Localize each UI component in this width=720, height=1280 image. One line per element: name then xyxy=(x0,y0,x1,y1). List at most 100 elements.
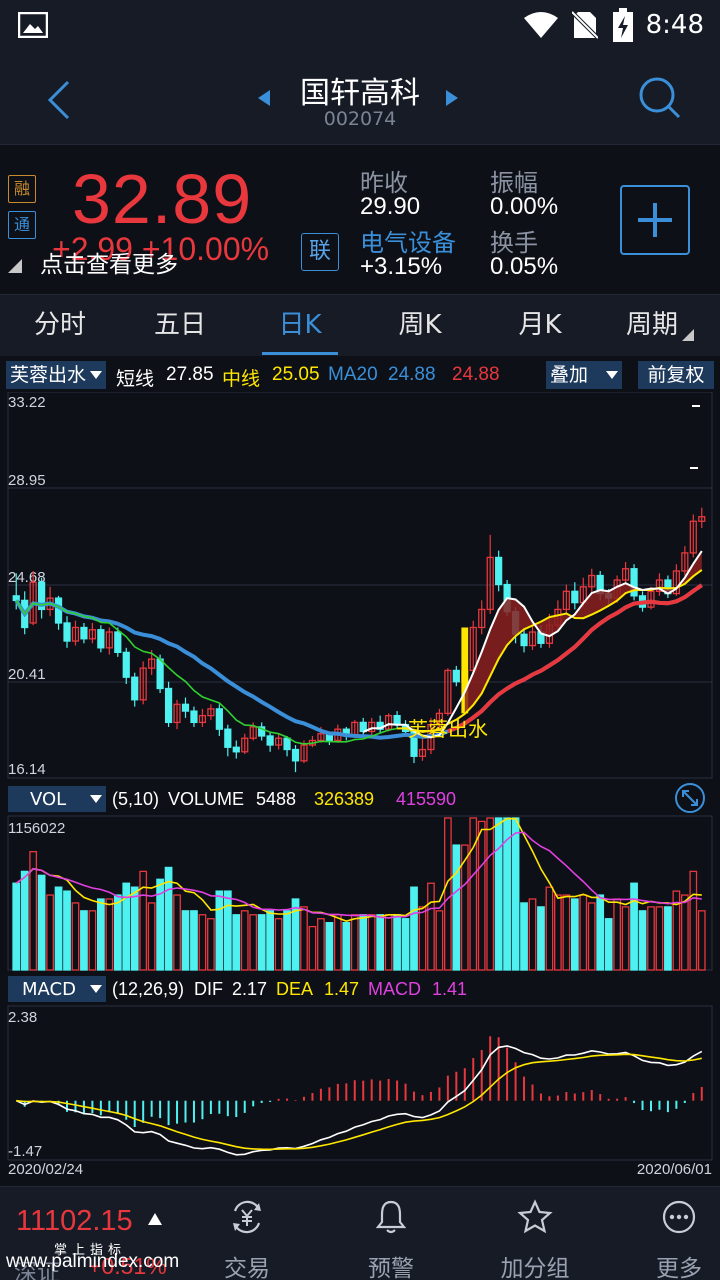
next-stock-icon[interactable] xyxy=(444,88,460,108)
indicator-dropdown[interactable]: 芙蓉出水 xyxy=(6,361,106,389)
stock-code: 002074 xyxy=(323,108,397,130)
volume-bar xyxy=(88,910,97,971)
view-more-link[interactable]: 点击查看更多 xyxy=(40,252,178,278)
more-dots-icon xyxy=(662,1200,696,1234)
tab-period[interactable]: 周期 xyxy=(625,310,678,340)
volume-bar xyxy=(630,882,638,971)
volume-bar xyxy=(130,886,139,971)
dif-line xyxy=(15,1045,703,1156)
macd-dropdown[interactable] xyxy=(8,976,106,1002)
nav-trade[interactable]: 交易 xyxy=(202,1187,292,1280)
volume-bar xyxy=(325,922,334,971)
prev-close-value: 29.90 xyxy=(360,193,421,220)
overlay-dropdown[interactable]: 叠加 xyxy=(546,361,622,389)
candle-body xyxy=(258,726,266,737)
volume-dropdown[interactable] xyxy=(8,786,106,812)
ma20-label: MA20 xyxy=(328,364,378,385)
candle-body xyxy=(139,667,147,701)
candle-body xyxy=(300,744,308,762)
candle-body xyxy=(478,608,486,629)
volume-bar xyxy=(54,886,63,971)
macd-header: MACD (12,26,9) DIF 2.17 DEA 1.47 MACD 1.… xyxy=(8,976,467,1002)
back-arrow-icon[interactable] xyxy=(44,78,74,122)
market-index-widget[interactable]: 11102.15 掌上指标 深证 +0.51% www.palmindex.co… xyxy=(0,1187,190,1280)
add-to-watchlist-button[interactable] xyxy=(620,185,690,255)
candle-body xyxy=(198,714,207,724)
volume-bar xyxy=(164,866,173,971)
macd-max: 2.38 xyxy=(8,1009,37,1026)
volume-bar xyxy=(37,874,46,971)
volume-bar xyxy=(232,914,241,971)
volume-bar xyxy=(96,898,105,971)
volume-bar xyxy=(376,914,385,971)
trade-yuan-icon xyxy=(233,1200,261,1234)
volume-bar xyxy=(672,890,681,971)
candle-body xyxy=(224,728,232,748)
tab-weekly-k[interactable]: 周K xyxy=(398,310,442,340)
candle-body xyxy=(88,629,97,640)
y-tick-1: 28.95 xyxy=(8,472,46,489)
expand-chart-icon[interactable] xyxy=(675,783,705,813)
volume-bar xyxy=(511,817,520,971)
dea-label: DEA xyxy=(276,979,313,999)
volume-bar xyxy=(384,914,393,971)
volume-bar xyxy=(283,910,291,971)
volume-dropdown-label: VOL xyxy=(30,789,66,810)
volume-bar xyxy=(257,914,266,971)
candle-body xyxy=(689,520,697,554)
amplitude-label: 振幅 xyxy=(490,169,538,197)
candle-body xyxy=(114,631,122,653)
mid-line-label: 中线 xyxy=(222,369,261,390)
nav-alert-label: 预警 xyxy=(368,1256,414,1280)
volume-bar xyxy=(664,906,672,971)
candle-body xyxy=(215,708,223,730)
prev-stock-icon[interactable] xyxy=(256,88,272,108)
candle-body xyxy=(588,574,596,588)
candle-body xyxy=(38,581,46,611)
candle-body xyxy=(486,556,494,611)
candle-body xyxy=(655,579,664,592)
nav-add-group[interactable]: 加分组 xyxy=(490,1187,580,1280)
volume-bar xyxy=(554,894,562,971)
tab-five-day[interactable]: 五日 xyxy=(153,310,206,340)
volume-bar xyxy=(80,910,88,971)
volume-bar xyxy=(494,817,503,971)
volume-bar xyxy=(29,851,38,971)
adjust-button[interactable]: 前复权 xyxy=(638,361,714,389)
tab-intraday[interactable]: 分时 xyxy=(33,310,86,340)
volume-header: VOL (5,10) VOLUME 5488 326389 415590 xyxy=(8,783,705,813)
candle-body xyxy=(122,651,130,678)
nav-alert[interactable]: 预警 xyxy=(346,1187,436,1280)
chevron-down-icon xyxy=(90,371,102,379)
volume-bar xyxy=(359,914,368,971)
volume-bar xyxy=(350,914,359,971)
volume-bar xyxy=(562,894,571,971)
tab-daily-k[interactable]: 日K xyxy=(278,310,322,340)
volume-bar xyxy=(139,870,148,971)
margin-trading-badge: 融 xyxy=(8,175,36,203)
candle-body xyxy=(190,710,198,724)
dif-value: 2.17 xyxy=(232,979,267,999)
volume-bar xyxy=(63,890,71,971)
bell-icon xyxy=(375,1200,407,1234)
nav-more[interactable]: 更多 xyxy=(634,1187,720,1280)
search-icon[interactable] xyxy=(636,74,682,120)
candle-body xyxy=(241,737,249,753)
volume-bar xyxy=(579,894,588,971)
tab-monthly-k[interactable]: 月K xyxy=(518,310,562,340)
candle-body xyxy=(156,658,164,690)
candle-body xyxy=(283,737,291,751)
volume-ma5: 326389 xyxy=(314,789,374,809)
period-tabs: 分时 五日 日K 周K 月K 周期 xyxy=(0,294,720,356)
linked-stock-button[interactable]: 联 xyxy=(301,233,339,271)
sector-link[interactable]: 电气设备 xyxy=(360,229,456,257)
dea-line xyxy=(16,1053,702,1151)
turnover-value: 0.05% xyxy=(490,253,559,280)
stock-charts[interactable]: 33.22 28.95 24.68 20.41 16.14 芙蓉出水 VOL (… xyxy=(0,392,720,1182)
status-time: 8:48 xyxy=(645,10,704,40)
mid-line xyxy=(397,569,703,733)
volume-bar xyxy=(520,902,528,971)
y-tick-0: 33.22 xyxy=(8,394,46,411)
index-sub-label: 掌上指标 xyxy=(54,1243,127,1258)
volume-bar xyxy=(46,894,54,971)
